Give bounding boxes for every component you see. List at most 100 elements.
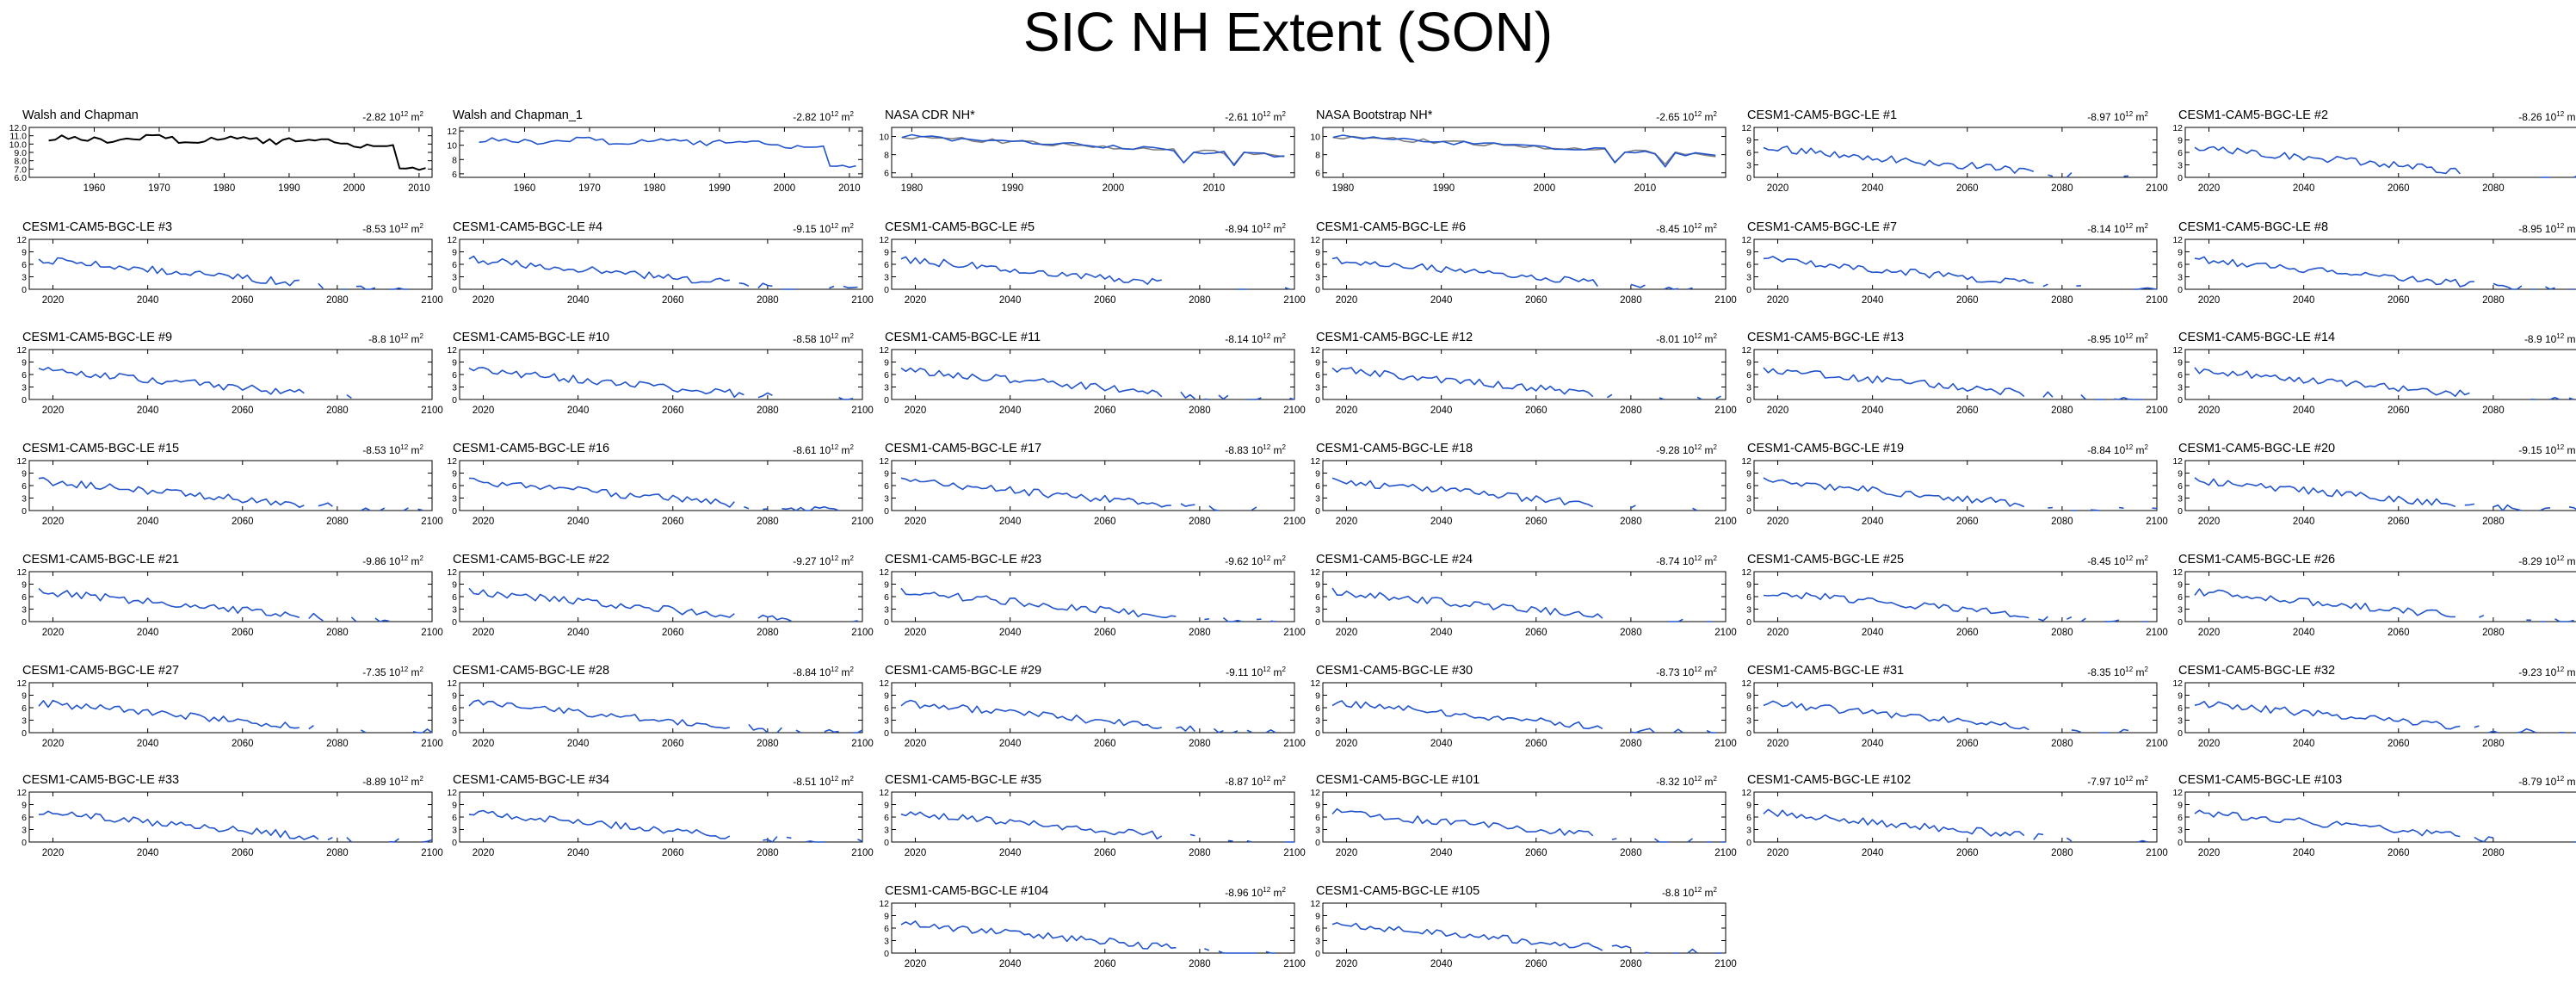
trend-value: -2.61 10: [1225, 111, 1263, 123]
y-tick-label: 6: [22, 813, 27, 823]
x-tick-label: 2100: [1714, 517, 1737, 527]
trend-value: -9.15 10: [2518, 444, 2557, 456]
panel-title: Walsh and Chapman_1: [453, 108, 583, 122]
trend-value: -9.28 10: [1656, 444, 1695, 456]
x-tick-label: 2060: [232, 739, 254, 749]
y-tick-label: 0: [884, 838, 889, 848]
panel-title: CESM1-CAM5-BGC-LE #28: [453, 664, 610, 678]
panel-title: CESM1-CAM5-BGC-LE #12: [1316, 331, 1473, 344]
y-tick-label: 0: [1315, 838, 1320, 848]
x-tick-label: 2040: [1862, 406, 1884, 416]
panel-trend-label: -8.74 1012 m2: [1656, 554, 1717, 567]
panel-title: CESM1-CAM5-BGC-LE #25: [1747, 553, 1905, 567]
y-tick-label: 6: [1315, 260, 1320, 270]
x-tick-label: 2100: [1714, 848, 1737, 858]
y-tick-label: 0: [2178, 173, 2183, 183]
x-tick-label: 2020: [2198, 739, 2221, 749]
y-tick-label: 12: [2172, 567, 2183, 578]
x-tick-label: 2100: [421, 739, 443, 749]
chart-panel: CESM1-CAM5-BGC-LE #19 -8.84 1012 m2 0 3 6 9 12…: [1735, 442, 2167, 538]
series-line: [479, 136, 856, 169]
x-tick-label: 2060: [1525, 959, 1547, 969]
x-tick-label: 2020: [905, 406, 927, 416]
y-tick-label: 3: [884, 273, 889, 283]
x-tick-label: 2100: [1714, 295, 1737, 306]
x-tick-label: 2060: [662, 517, 684, 527]
x-tick-label: 2020: [1336, 628, 1358, 638]
chart-panel: CESM1-CAM5-BGC-LE #11 -8.14 1012 m2 0 3 6 9 12…: [873, 331, 1305, 427]
chart-panel: CESM1-CAM5-BGC-LE #15 -8.53 1012 m2 0 3 6 9 12…: [10, 442, 442, 538]
trend-unit: m: [1270, 333, 1282, 345]
trend-exponent: 12: [2125, 332, 2134, 340]
panel-trend-label: -8.79 1012 m2: [2518, 775, 2576, 788]
panel-title: CESM1-CAM5-BGC-LE #5: [885, 220, 1035, 234]
x-tick-label: 2060: [662, 406, 684, 416]
series-line: [469, 368, 862, 399]
plot-frame: [459, 127, 863, 178]
y-tick-label: 0: [2178, 838, 2183, 848]
chart-panel: CESM1-CAM5-BGC-LE #24 -8.74 1012 m2 0 3 6 9 12…: [1304, 553, 1736, 649]
y-tick-label: 3: [1315, 383, 1320, 393]
y-tick-label: 0: [884, 506, 889, 517]
panel-trend-label: -8.53 1012 m2: [362, 222, 423, 235]
x-tick-label: 2100: [1283, 406, 1306, 416]
x-tick-label: 2100: [851, 517, 874, 527]
plot-frame: [891, 682, 1295, 734]
panel-title: CESM1-CAM5-BGC-LE #102: [1747, 773, 1912, 787]
trend-unit: m: [408, 666, 420, 678]
y-tick-label: 3: [22, 826, 27, 836]
trend-exponent: 12: [2556, 666, 2565, 673]
trend-exponent: 12: [1694, 110, 1702, 118]
x-tick-label: 2060: [662, 628, 684, 638]
x-tick-label: 2040: [1862, 295, 1884, 306]
x-tick-label: 2080: [1189, 628, 1211, 638]
chart-panel: CESM1-CAM5-BGC-LE #17 -8.83 1012 m2 0 3 6 9 12…: [873, 442, 1305, 538]
trend-unit-exponent: 2: [1713, 110, 1717, 118]
trend-exponent: 12: [831, 443, 839, 451]
trend-exponent: 12: [2125, 775, 2134, 783]
plot-frame: [28, 682, 433, 734]
x-tick-label: 2060: [1956, 295, 1979, 306]
plot-frame: [891, 127, 1295, 178]
series-line: [1331, 587, 1712, 622]
x-tick-label: 2020: [905, 517, 927, 527]
trend-unit: m: [1270, 111, 1282, 123]
x-tick-label: 2060: [232, 295, 254, 306]
x-tick-label: 2040: [1430, 295, 1453, 306]
panel-trend-label: -8.96 1012 m2: [1225, 886, 1286, 899]
series-line: [900, 256, 1290, 290]
x-tick-label: 2100: [2146, 517, 2168, 527]
trend-exponent: 12: [400, 666, 409, 673]
x-tick-label: 2040: [999, 406, 1022, 416]
x-tick-label: 2060: [1094, 517, 1116, 527]
trend-unit-exponent: 2: [1282, 886, 1286, 894]
trend-unit: m: [2133, 223, 2145, 235]
y-tick-label: 6: [2178, 592, 2183, 603]
chart-panel: CESM1-CAM5-BGC-LE #33 -8.89 1012 m2 0 3 6 9 12…: [10, 773, 442, 870]
plot-frame: [1322, 127, 1727, 178]
y-tick-label: 3: [1315, 826, 1320, 836]
trend-value: -7.35 10: [362, 666, 401, 678]
y-tick-label: 6: [884, 924, 889, 934]
x-tick-label: 2080: [757, 848, 779, 858]
x-tick-label: 2040: [137, 628, 159, 638]
chart-panel: CESM1-CAM5-BGC-LE #30 -8.73 1012 m2 0 3 6 9 12…: [1304, 664, 1736, 760]
x-tick-label: 2080: [1620, 959, 1642, 969]
x-tick-label: 2020: [1336, 517, 1358, 527]
panel-title: CESM1-CAM5-BGC-LE #10: [453, 331, 610, 344]
plot-frame: [1322, 571, 1727, 622]
y-tick-label: 3: [1746, 161, 1751, 171]
panel-trend-label: -8.83 1012 m2: [1225, 443, 1286, 456]
y-tick-label: 8.0: [14, 157, 27, 167]
plot-frame: [2184, 571, 2576, 622]
trend-unit: m: [1702, 776, 1714, 788]
x-tick-label: 2000: [1534, 183, 1556, 194]
x-tick-label: 2100: [2146, 406, 2168, 416]
x-tick-label: 2060: [2388, 517, 2410, 527]
y-tick-label: 0: [1746, 728, 1751, 739]
trend-unit-exponent: 2: [419, 222, 423, 230]
